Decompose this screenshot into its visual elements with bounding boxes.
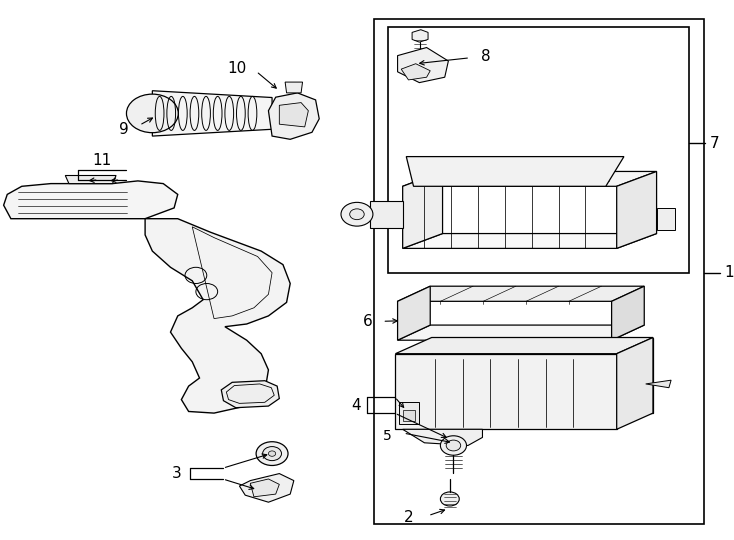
Text: 11: 11 (92, 153, 111, 168)
Text: 3: 3 (172, 466, 182, 481)
Polygon shape (4, 181, 178, 219)
Polygon shape (399, 402, 419, 424)
Polygon shape (412, 30, 428, 42)
Polygon shape (398, 325, 644, 340)
Polygon shape (239, 474, 294, 502)
Text: 6: 6 (363, 314, 372, 329)
Polygon shape (617, 172, 657, 248)
Polygon shape (646, 380, 671, 388)
Polygon shape (403, 172, 657, 186)
Text: 10: 10 (228, 61, 247, 76)
Polygon shape (657, 208, 675, 230)
Polygon shape (401, 64, 430, 80)
Polygon shape (403, 172, 443, 248)
Polygon shape (398, 286, 644, 301)
Circle shape (256, 442, 288, 465)
Polygon shape (370, 201, 403, 228)
Polygon shape (611, 286, 644, 340)
Polygon shape (65, 176, 116, 184)
Polygon shape (396, 338, 653, 354)
Text: 2: 2 (404, 510, 413, 525)
Circle shape (349, 209, 364, 220)
Polygon shape (396, 354, 617, 429)
Polygon shape (403, 429, 482, 445)
Polygon shape (403, 233, 657, 248)
Polygon shape (145, 219, 290, 413)
Circle shape (126, 94, 178, 133)
Polygon shape (269, 93, 319, 139)
Text: 9: 9 (120, 122, 129, 137)
Text: 1: 1 (724, 265, 734, 280)
Polygon shape (398, 48, 448, 83)
Polygon shape (617, 338, 653, 429)
Polygon shape (250, 479, 280, 497)
Text: 8: 8 (481, 49, 490, 64)
Text: 7: 7 (710, 136, 719, 151)
Circle shape (263, 447, 282, 461)
Circle shape (440, 492, 459, 506)
Circle shape (269, 451, 276, 456)
Text: 5: 5 (383, 429, 392, 443)
Polygon shape (280, 103, 308, 127)
Polygon shape (398, 286, 430, 340)
Circle shape (446, 440, 461, 451)
Polygon shape (285, 82, 302, 93)
Polygon shape (221, 381, 280, 408)
Polygon shape (403, 410, 415, 421)
Polygon shape (407, 157, 624, 186)
Circle shape (440, 436, 467, 455)
Circle shape (341, 202, 373, 226)
Polygon shape (432, 338, 653, 413)
Text: 4: 4 (352, 397, 361, 413)
Polygon shape (153, 91, 272, 136)
